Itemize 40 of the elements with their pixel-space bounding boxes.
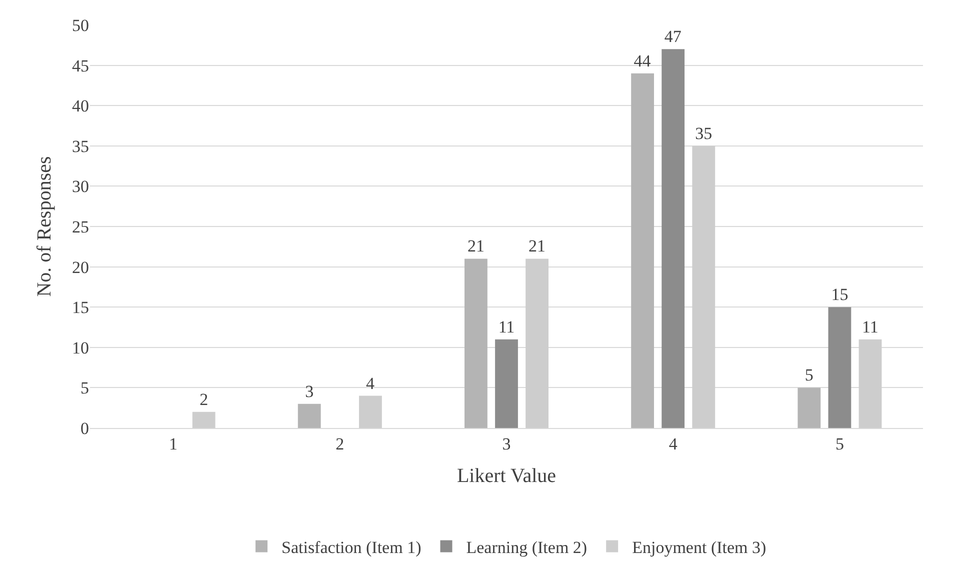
y-tick-label: 15	[72, 298, 89, 318]
y-tick-label: 25	[72, 217, 89, 236]
data-label: 4	[366, 374, 375, 393]
y-tick-label: 45	[72, 56, 89, 76]
x-tick-label: 2	[336, 434, 344, 454]
y-tick-label: 50	[72, 16, 89, 35]
data-label: 21	[528, 236, 546, 256]
data-label: 5	[804, 366, 814, 385]
bar	[798, 388, 821, 428]
legend-label: Enjoyment (Item 3)	[632, 538, 766, 557]
data-label: 44	[634, 51, 652, 70]
x-axis-title: Likert Value	[456, 464, 556, 487]
y-tick-label: 10	[72, 338, 89, 358]
data-label: 3	[305, 382, 314, 401]
data-label: 21	[467, 236, 484, 256]
data-label: 15	[831, 285, 848, 304]
y-tick-label: 40	[72, 96, 89, 116]
x-tick-label: 3	[502, 434, 511, 454]
x-tick-label: 5	[835, 434, 844, 454]
data-label: 47	[664, 27, 682, 46]
y-tick-label: 0	[80, 418, 89, 438]
bar	[298, 404, 321, 428]
legend-label: Satisfaction (Item 1)	[282, 538, 422, 557]
data-label: 11	[498, 317, 515, 336]
y-tick-label: 35	[72, 136, 89, 156]
y-tick-label: 20	[72, 258, 89, 277]
data-label: 35	[695, 124, 712, 143]
bar	[495, 339, 518, 428]
y-tick-label: 5	[80, 378, 89, 398]
y-axis-title: No. of Responses	[34, 156, 56, 297]
legend-label: Learning (Item 2)	[466, 538, 588, 557]
y-tick-label: 30	[72, 177, 89, 196]
bar	[464, 258, 488, 428]
x-tick-label: 1	[169, 434, 178, 454]
bar	[662, 49, 685, 428]
data-label: 2	[200, 390, 208, 409]
bar	[828, 307, 852, 428]
data-label: 11	[862, 317, 878, 336]
bar	[631, 73, 654, 428]
x-tick-label: 4	[668, 434, 678, 454]
